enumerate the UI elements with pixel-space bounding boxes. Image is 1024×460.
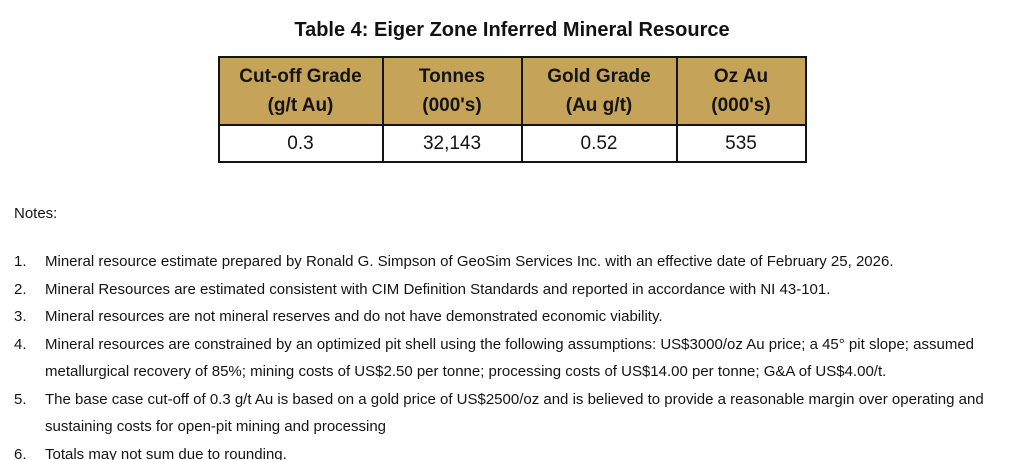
cell-cutoff-grade: 0.3 bbox=[217, 124, 384, 163]
header-oz-au-line1: Oz Au bbox=[713, 66, 769, 87]
note-number: 3. bbox=[14, 308, 27, 325]
table-title: Table 4: Eiger Zone Inferred Mineral Res… bbox=[294, 19, 730, 41]
note-item-2: 2. Mineral Resources are estimated consi… bbox=[14, 276, 1008, 304]
mineral-resource-table: Cut-off Grade (g/t Au) Tonnes (000's) Go… bbox=[217, 56, 807, 163]
cell-gold-grade: 0.52 bbox=[520, 124, 678, 163]
notes-section: Notes: 1. Mineral resource estimate prep… bbox=[0, 203, 1024, 460]
note-item-3: 3. Mineral resources are not mineral res… bbox=[14, 303, 1008, 331]
note-number: 2. bbox=[14, 280, 27, 298]
note-number: 4. bbox=[14, 335, 27, 353]
note-number: 1. bbox=[14, 253, 27, 270]
header-tonnes-line2: (000's) bbox=[422, 95, 482, 116]
header-oz-au: Oz Au (000's) bbox=[675, 56, 807, 126]
table-row: 0.3 32,143 0.52 535 bbox=[217, 124, 807, 163]
note-text: Mineral resources are not mineral reserv… bbox=[45, 308, 663, 325]
note-text: The base case cut-off of 0.3 g/t Au is b… bbox=[45, 390, 984, 436]
note-item-4: 4. Mineral resources are constrained by … bbox=[14, 331, 1008, 386]
note-item-1: 1. Mineral resource estimate prepared by… bbox=[14, 248, 1008, 276]
header-tonnes-line1: Tonnes bbox=[418, 66, 486, 87]
note-item-5: 5. The base case cut-off of 0.3 g/t Au i… bbox=[14, 386, 1008, 441]
cell-oz-au: 535 bbox=[675, 124, 807, 163]
header-cutoff-grade-line1: Cut-off Grade bbox=[239, 66, 362, 87]
header-gold-grade: Gold Grade (Au g/t) bbox=[520, 56, 678, 126]
note-item-6: 6. Totals may not sum due to rounding. bbox=[14, 441, 1008, 460]
notes-heading: Notes: bbox=[14, 205, 58, 222]
note-number: 6. bbox=[14, 445, 27, 460]
note-text: Totals may not sum due to rounding. bbox=[45, 445, 287, 460]
header-gold-grade-line1: Gold Grade bbox=[547, 66, 651, 87]
note-number: 5. bbox=[14, 390, 27, 408]
header-tonnes: Tonnes (000's) bbox=[381, 56, 523, 126]
header-cutoff-grade-line2: (g/t Au) bbox=[267, 95, 334, 116]
note-text: Mineral Resources are estimated consiste… bbox=[45, 280, 831, 298]
table-header-row: Cut-off Grade (g/t Au) Tonnes (000's) Go… bbox=[217, 56, 807, 126]
cell-tonnes: 32,143 bbox=[381, 124, 523, 163]
header-oz-au-line2: (000's) bbox=[711, 95, 771, 116]
header-gold-grade-line2: (Au g/t) bbox=[565, 95, 633, 116]
header-cutoff-grade: Cut-off Grade (g/t Au) bbox=[217, 56, 384, 126]
note-text: Mineral resources are constrained by an … bbox=[45, 335, 975, 381]
note-text: Mineral resource estimate prepared by Ro… bbox=[45, 253, 894, 270]
